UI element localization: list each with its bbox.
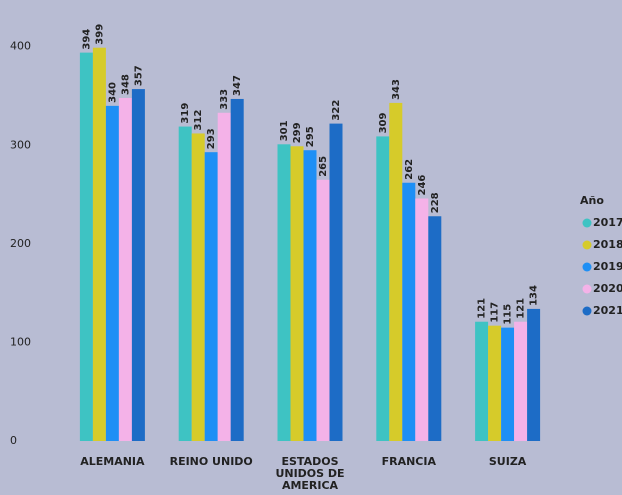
data-label: 343 xyxy=(391,79,402,100)
bar xyxy=(178,126,192,442)
x-tick-label: REINO UNIDO xyxy=(170,455,253,468)
y-tick-label: 0 xyxy=(10,434,17,447)
data-label: 301 xyxy=(279,120,290,141)
x-tick-label: SUIZA xyxy=(489,455,527,468)
x-tick-label: ALEMANIA xyxy=(80,455,145,468)
data-label: 295 xyxy=(305,126,316,147)
bar xyxy=(303,150,317,441)
data-label: 228 xyxy=(430,192,441,213)
bar xyxy=(204,152,218,441)
data-label: 262 xyxy=(404,159,415,180)
bar xyxy=(290,146,304,441)
data-label: 293 xyxy=(206,128,217,149)
legend-label: 2020 xyxy=(593,282,622,295)
data-label: 333 xyxy=(219,89,230,110)
bar xyxy=(230,98,244,441)
data-label: 322 xyxy=(331,100,342,121)
bar xyxy=(277,144,291,442)
data-label: 265 xyxy=(318,156,329,177)
data-label: 117 xyxy=(490,302,501,323)
bar xyxy=(389,102,403,442)
data-label: 121 xyxy=(477,298,488,319)
bar xyxy=(316,179,330,442)
data-label: 309 xyxy=(378,112,389,133)
bar xyxy=(79,52,93,441)
data-label: 121 xyxy=(516,298,527,319)
data-label: 357 xyxy=(133,65,144,86)
legend-swatch xyxy=(582,240,592,250)
data-label: 319 xyxy=(180,103,191,124)
x-tick-label: ESTADOS UNIDOS DE AMERICA xyxy=(275,455,344,492)
bar xyxy=(105,105,119,441)
data-label: 312 xyxy=(193,110,204,131)
legend-swatch xyxy=(582,306,592,316)
bar xyxy=(527,308,541,441)
bar xyxy=(191,133,205,441)
bar xyxy=(428,216,442,441)
bar xyxy=(376,136,390,441)
bar xyxy=(131,89,145,441)
data-label: 394 xyxy=(81,29,92,50)
bar xyxy=(514,321,528,441)
bar xyxy=(501,327,515,441)
data-label: 299 xyxy=(292,122,303,143)
data-label: 347 xyxy=(232,75,243,96)
data-label: 348 xyxy=(120,74,131,95)
data-label: 340 xyxy=(107,82,118,103)
bar xyxy=(329,123,343,441)
legend-swatch xyxy=(582,284,592,294)
legend-label: 2021 xyxy=(593,304,622,317)
bar xyxy=(475,321,489,441)
legend-label: 2017 xyxy=(593,216,622,229)
legend-swatch xyxy=(582,262,592,272)
data-label: 246 xyxy=(417,175,428,196)
bar xyxy=(488,325,502,441)
bar xyxy=(415,198,429,441)
data-label: 134 xyxy=(529,285,540,306)
data-label: 115 xyxy=(503,304,514,325)
legend-title: Año xyxy=(580,194,604,207)
bar xyxy=(402,182,416,441)
bar xyxy=(118,97,132,441)
bar xyxy=(92,47,106,441)
y-tick-label: 200 xyxy=(10,237,31,250)
bar xyxy=(217,112,231,441)
y-tick-label: 100 xyxy=(10,335,31,348)
data-label: 399 xyxy=(94,24,105,45)
legend-label: 2018 xyxy=(593,238,622,251)
legend-swatch xyxy=(582,218,592,228)
y-tick-label: 300 xyxy=(10,138,31,151)
y-tick-label: 400 xyxy=(10,40,31,53)
x-tick-label: FRANCIA xyxy=(382,455,437,468)
legend-label: 2019 xyxy=(593,260,622,273)
